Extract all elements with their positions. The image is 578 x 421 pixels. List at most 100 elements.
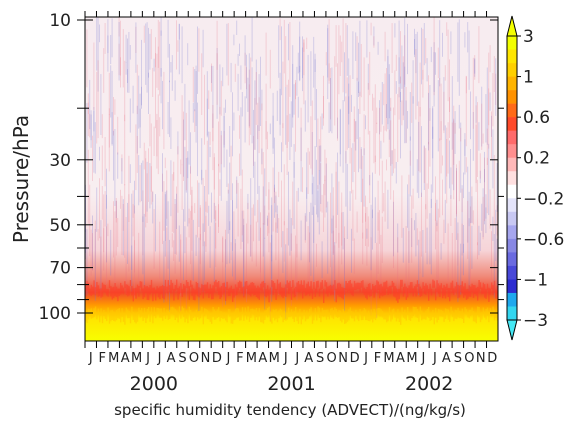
heatmap-streak [157,308,160,314]
heatmap-streak [103,310,105,316]
heatmap-streak [254,285,256,295]
heatmap-streak [387,189,389,229]
heatmap-streak [241,210,243,242]
heatmap-streak [190,210,191,265]
heatmap-streak [150,123,152,192]
heatmap-streak [304,213,306,241]
heatmap-streak [495,209,497,262]
heatmap-streak [365,195,366,222]
heatmap-streak [191,284,193,296]
heatmap-streak [250,224,252,257]
heatmap-streak [227,23,229,86]
heatmap-streak [281,26,282,96]
heatmap-streak [204,186,205,232]
heatmap-streak [276,205,278,233]
heatmap-streak [265,32,267,76]
heatmap-streak [292,181,294,226]
heatmap-streak [227,309,230,315]
heatmap-streak [150,166,152,205]
heatmap-streak [345,151,347,207]
heatmap-streak [142,160,144,222]
colorbar-label: −0.2 [523,189,564,209]
heatmap-streak [384,73,386,131]
heatmap-streak [317,306,319,314]
heatmap-streak [114,211,116,291]
heatmap-streak [283,221,285,262]
heatmap-streak [110,310,112,322]
heatmap-streak [474,314,476,322]
heatmap-plot-area [84,16,499,342]
heatmap-streak [276,279,279,291]
heatmap-streak [201,284,203,291]
heatmap-streak [463,172,464,199]
heatmap-streak [468,285,470,297]
heatmap-streak [86,280,88,291]
heatmap-streak [247,77,249,112]
heatmap-streak [258,185,260,241]
heatmap-streak [409,136,411,197]
heatmap-streak [194,289,196,301]
heatmap-streak [484,311,486,318]
heatmap-streak [458,160,460,202]
heatmap-streak [288,171,289,246]
heatmap-streak [436,222,438,297]
heatmap-streak [237,308,239,318]
heatmap-streak [181,95,183,166]
heatmap-streak [311,183,313,215]
heatmap-streak [372,172,373,219]
heatmap-streak [353,238,355,274]
heatmap-streak [351,310,353,319]
heatmap-streak [258,287,260,300]
heatmap-streak [495,73,497,105]
heatmap-streak [274,184,275,218]
heatmap-streak [118,308,120,319]
heatmap-streak [194,69,196,112]
heatmap-streak [324,175,326,218]
y-tick-label: 30 [49,151,71,171]
heatmap-streak [127,284,129,297]
heatmap-streak [220,130,222,201]
heatmap-streak [309,232,310,287]
heatmap-streak [439,309,441,317]
heatmap-streak [142,314,144,321]
heatmap-streak [262,223,264,281]
heatmap-streak [113,201,114,258]
heatmap-streak [372,284,374,291]
heatmap-streak [223,116,225,168]
heatmap-streak [157,46,159,91]
heatmap-streak [345,313,347,324]
heatmap-streak [243,313,245,321]
heatmap-streak [492,306,494,314]
heatmap-streak [117,218,119,247]
heatmap-streak [282,231,284,273]
colorbar-label: −0.6 [523,230,564,250]
heatmap-streak [146,173,148,223]
heatmap-streak [365,309,367,321]
heatmap-streak [381,216,383,263]
heatmap-streak [355,32,357,61]
heatmap-streak [246,223,247,303]
heatmap-streak [124,314,126,325]
colorbar-label: 0.6 [523,108,550,128]
heatmap-streak [380,92,382,132]
heatmap-streak [300,220,302,261]
heatmap-streak [209,314,211,322]
heatmap-streak [449,312,451,322]
heatmap-streak [155,53,156,129]
heatmap-streak [279,18,281,41]
heatmap-streak [450,306,452,314]
heatmap-streak [160,286,162,295]
heatmap-streak [318,288,321,297]
colorbar-segment [507,265,517,280]
heatmap-streak [213,157,215,190]
heatmap-streak [428,75,429,145]
heatmap-streak [111,287,113,300]
heatmap-streak [173,240,175,261]
heatmap-streak [316,312,318,321]
heatmap-streak [111,112,113,145]
heatmap-streak [388,64,390,119]
heatmap-streak [163,307,165,316]
heatmap-streak [229,309,231,317]
heatmap-streak [145,158,147,217]
heatmap-streak [451,280,454,293]
